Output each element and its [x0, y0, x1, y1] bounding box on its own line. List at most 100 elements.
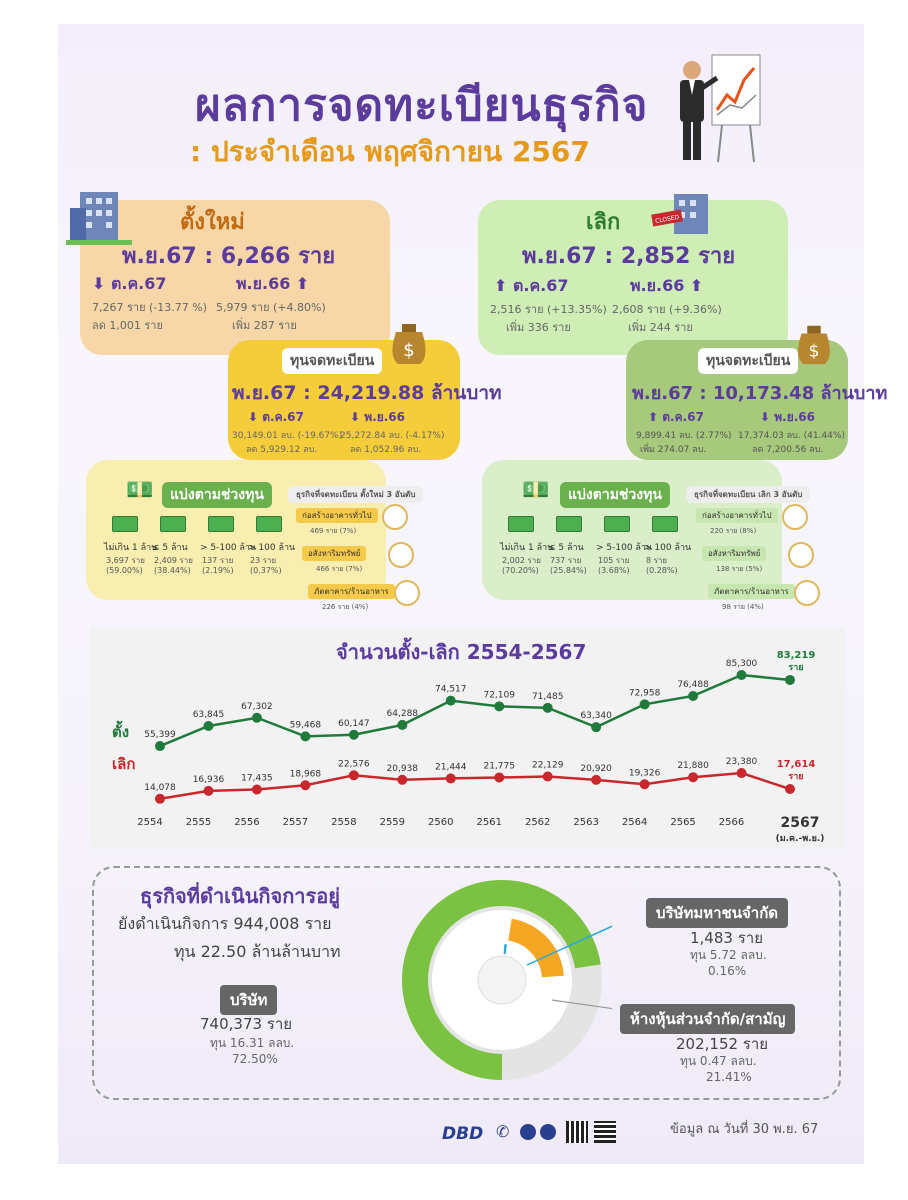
closed-label: เลิก	[586, 210, 621, 235]
closed-prev-year-label: พ.ย.66	[630, 276, 685, 295]
data-label: 22,576	[338, 759, 370, 769]
data-label: 72,958	[629, 688, 661, 698]
range-value: 105 ราย	[598, 556, 630, 565]
x-tick-label: 2561	[477, 817, 502, 828]
company-tag: บริษัท	[220, 985, 278, 1015]
closed-range-tag: แบ่งตามช่วงทุน	[560, 482, 670, 508]
banknote-icon: 💵	[522, 478, 550, 503]
new-headline: พ.ย.67 : 6,266 ราย	[122, 244, 336, 269]
data-label: 19,326	[629, 768, 661, 778]
donut-center	[477, 955, 527, 1005]
data-point	[251, 784, 262, 795]
data-point	[300, 780, 311, 791]
banknote-icon: 💵	[126, 478, 154, 503]
range-pct: (0.28%)	[646, 566, 678, 575]
data-label: 85,300	[726, 659, 758, 669]
data-label: 71,485	[532, 692, 564, 702]
banknote-icon	[508, 516, 534, 532]
range-pct: (59.00%)	[106, 566, 143, 575]
data-point	[251, 712, 262, 723]
data-point	[203, 785, 214, 796]
closed-prev-year-diff: เพิ่ม 244 ราย	[628, 321, 693, 334]
arrow-up-icon: ⬆	[290, 274, 310, 293]
data-as-of-note: ข้อมูล ณ วันที่ 30 พ.ย. 67	[670, 1122, 819, 1137]
business-category-icon	[782, 504, 808, 530]
new-registration-panel	[80, 200, 390, 355]
twitter-icon[interactable]	[540, 1124, 556, 1140]
new-range-tag: แบ่งตามช่วงทุน	[162, 482, 272, 508]
x-tick-label: 2563	[573, 817, 598, 828]
closed-prev-year-value: 2,608 ราย (+9.36%)	[612, 303, 722, 316]
data-label: 21,775	[483, 761, 515, 771]
banknote-icon	[604, 516, 630, 532]
facebook-icon[interactable]	[520, 1124, 536, 1140]
data-label: 76,488	[677, 680, 709, 690]
data-point	[736, 768, 747, 779]
range-value: 23 ราย	[250, 556, 277, 565]
banknote-icon	[112, 516, 138, 532]
x-tick-note: (ม.ค.-พ.ย.)	[776, 834, 825, 844]
top-business-value: 138 ราย (5%)	[716, 565, 763, 573]
data-label: 18,968	[290, 769, 322, 779]
data-point	[688, 772, 699, 783]
top-business-value: 220 ราย (8%)	[710, 527, 757, 535]
closed-prev-month-value: 2,516 ราย (+13.35%)	[490, 303, 607, 316]
new-prev-year-diff: เพิ่ม 287 ราย	[232, 319, 297, 332]
leader-line	[526, 925, 612, 966]
partner-pct: 21.41%	[706, 1070, 752, 1084]
series-label: ตั้ง	[112, 720, 129, 741]
closed-cap-prev-year-label: พ.ย.66	[774, 410, 815, 424]
public-value: 1,483 ราย	[690, 929, 763, 947]
range-value: 3,697 ราย	[106, 556, 145, 565]
range-value: 8 ราย	[646, 556, 668, 565]
data-point	[300, 731, 311, 742]
new-label: ตั้งใหม่	[180, 210, 245, 235]
closed-cap-prev-month-diff: เพิ่ม 274.07 ลบ.	[640, 445, 707, 455]
operating-line1: ยังดำเนินกิจการ 944,008 ราย	[118, 914, 332, 933]
operating-donut-chart	[402, 880, 612, 1080]
data-label: 23,380	[726, 757, 758, 767]
range-pct: (38.44%)	[154, 566, 191, 575]
top-business-label: อสังหาริมทรัพย์	[702, 546, 767, 561]
qr-code-icon	[594, 1121, 616, 1143]
closed-headline: พ.ย.67 : 2,852 ราย	[522, 244, 736, 269]
data-label: 59,468	[290, 720, 322, 730]
data-point	[688, 690, 699, 701]
svg-text:CLOSED: CLOSED	[655, 214, 680, 225]
top-business-value: 469 ราย (7%)	[310, 527, 357, 535]
series-line	[159, 673, 791, 748]
new-cap-prev-year-label: พ.ย.66	[364, 410, 405, 424]
data-point	[542, 771, 553, 782]
closed-building-icon: CLOSED	[651, 194, 708, 234]
data-point	[591, 774, 602, 785]
data-point	[155, 741, 165, 752]
top-business-value: 466 ราย (7%)	[316, 565, 363, 573]
money-bag-icon: $	[798, 325, 830, 365]
top-business-value: 226 ราย (4%)	[322, 603, 369, 611]
operating-title: ธุรกิจที่ดำเนินกิจการอยู่	[140, 884, 340, 908]
x-tick-label: 2558	[331, 817, 356, 828]
data-point	[203, 720, 214, 731]
new-cap-prev-year-diff: ลด 1,052.96 ลบ.	[350, 445, 422, 455]
x-tick-label: 2559	[380, 817, 405, 828]
data-point	[639, 699, 650, 710]
public-pct: 0.16%	[708, 964, 747, 978]
data-label: 21,880	[677, 761, 709, 771]
top-business-label: ภัตตาคาร/ร้านอาหาร	[708, 584, 795, 599]
presenter-icon	[680, 54, 761, 163]
range-pct: (3.68%)	[598, 566, 630, 575]
page-title: ผลการจดทะเบียนธุรกิจ	[195, 80, 649, 131]
arrow-down-icon: ⬇	[248, 410, 263, 424]
public-company-tag: บริษัทมหาชนจำกัด	[646, 898, 789, 928]
range-label: > 100 ล้าน	[248, 543, 296, 553]
new-capital-headline: พ.ย.67 : 24,219.88 ล้านบาท	[232, 382, 502, 404]
arrow-up-icon: ⬆	[494, 276, 513, 295]
closed-top3-tag: ธุรกิจที่จดทะเบียน เลิก 3 อันดับ	[686, 486, 811, 503]
data-point	[591, 722, 602, 733]
data-point	[397, 719, 408, 730]
arrow-up-icon: ⬆	[648, 410, 663, 424]
data-label: 17,435	[241, 773, 273, 783]
x-tick-label: 2566	[719, 817, 744, 828]
data-label: 67,302	[241, 702, 273, 712]
range-label: > 100 ล้าน	[644, 543, 692, 553]
